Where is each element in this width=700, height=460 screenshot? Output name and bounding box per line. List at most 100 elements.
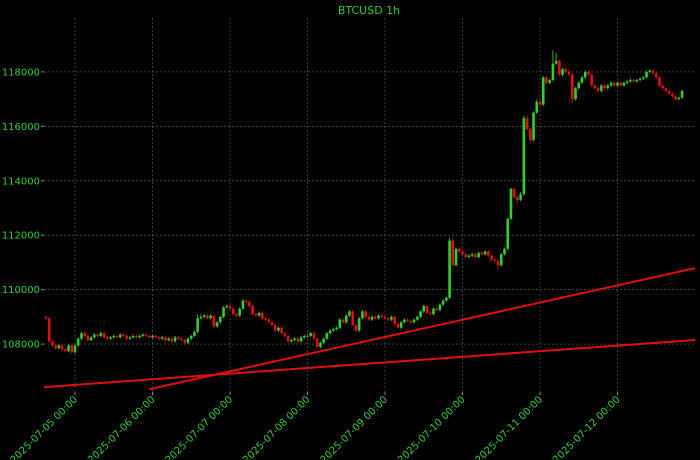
candle-body bbox=[603, 85, 606, 89]
candle-body bbox=[96, 334, 99, 336]
candle-body bbox=[231, 308, 235, 315]
candle-body bbox=[335, 327, 338, 330]
candle-body bbox=[606, 85, 610, 89]
candle-body bbox=[593, 85, 597, 89]
candle-body bbox=[409, 320, 413, 323]
candle-body bbox=[186, 338, 190, 343]
candle-body bbox=[235, 314, 238, 316]
candle-body bbox=[583, 71, 587, 78]
candle-body bbox=[319, 342, 322, 347]
candle-body bbox=[464, 254, 468, 257]
candle-body bbox=[199, 316, 203, 319]
candle-body bbox=[154, 335, 158, 338]
candle-body bbox=[254, 314, 258, 316]
y-tick-label: 118000 bbox=[2, 67, 40, 78]
candle-body bbox=[435, 308, 438, 311]
candle-body bbox=[677, 97, 681, 100]
candle-body bbox=[519, 194, 522, 200]
candle-body bbox=[438, 304, 442, 311]
candle-body bbox=[157, 337, 161, 339]
candle-body bbox=[189, 335, 193, 339]
candle-body bbox=[222, 307, 225, 317]
candle-body bbox=[428, 312, 432, 315]
candle-body bbox=[380, 315, 384, 317]
candle-body bbox=[118, 334, 122, 338]
candle-body bbox=[135, 335, 138, 338]
candle-body bbox=[422, 305, 426, 312]
y-tick-label: 112000 bbox=[2, 231, 40, 242]
candle-body bbox=[57, 345, 61, 349]
trend-line bbox=[43, 339, 696, 389]
candle-body bbox=[109, 337, 112, 339]
candle-body bbox=[503, 248, 506, 255]
candle-body bbox=[412, 319, 416, 323]
candle-body bbox=[554, 61, 558, 64]
candle-body bbox=[635, 80, 639, 82]
candle-body bbox=[70, 345, 74, 353]
candle-body bbox=[590, 74, 593, 86]
candle-body bbox=[47, 318, 51, 342]
candle-body bbox=[574, 88, 577, 100]
candle-body bbox=[354, 325, 358, 331]
candle-body bbox=[270, 322, 274, 326]
candle-body bbox=[461, 251, 464, 255]
candle-body bbox=[128, 337, 132, 339]
candle-body bbox=[654, 73, 658, 78]
candle-body bbox=[493, 259, 497, 262]
candle-body bbox=[535, 101, 539, 113]
candle-body bbox=[102, 333, 106, 338]
candle-body bbox=[283, 333, 287, 336]
candle-body bbox=[483, 251, 487, 255]
candle-body bbox=[44, 316, 48, 319]
candle-body bbox=[202, 315, 206, 317]
candle-body bbox=[629, 80, 632, 82]
candle-body bbox=[671, 93, 674, 97]
candle-body bbox=[219, 316, 222, 323]
candle-body bbox=[396, 323, 400, 328]
candle-body bbox=[228, 305, 232, 309]
candle-body bbox=[432, 308, 435, 315]
candle-body bbox=[587, 71, 590, 75]
candle-body bbox=[632, 80, 635, 82]
candle-body bbox=[277, 327, 280, 331]
candle-body bbox=[512, 188, 516, 198]
candle-body bbox=[506, 218, 510, 249]
candle-body bbox=[341, 319, 345, 323]
candle-body bbox=[477, 252, 480, 257]
candle-body bbox=[215, 322, 219, 327]
candle-body bbox=[419, 311, 422, 317]
candle-body bbox=[251, 305, 254, 315]
candle-body bbox=[625, 81, 629, 83]
candle-body bbox=[260, 312, 264, 319]
candle-body bbox=[567, 71, 571, 75]
candle-body bbox=[147, 335, 151, 338]
candle-body bbox=[406, 319, 409, 321]
candle-body bbox=[225, 305, 229, 308]
candle-body bbox=[312, 333, 316, 339]
candle-body bbox=[80, 333, 83, 339]
candle-body bbox=[457, 248, 461, 252]
candle-body bbox=[651, 70, 655, 74]
candle-body bbox=[509, 188, 513, 219]
candle-body bbox=[183, 340, 187, 343]
candle-body bbox=[638, 78, 642, 81]
candle-body bbox=[93, 334, 96, 338]
candle-body bbox=[361, 311, 364, 319]
candle-body bbox=[286, 335, 290, 342]
y-tick-label: 116000 bbox=[2, 122, 40, 133]
candle-body bbox=[322, 338, 325, 343]
candle-body bbox=[338, 319, 342, 328]
candle-body bbox=[332, 329, 335, 331]
candle-body bbox=[131, 335, 135, 338]
candle-body bbox=[328, 330, 332, 334]
candle-body bbox=[399, 322, 403, 328]
candle-body bbox=[238, 308, 241, 316]
candle-body bbox=[196, 318, 200, 332]
candle-body bbox=[244, 300, 248, 302]
candle-body bbox=[264, 318, 267, 320]
candle-body bbox=[545, 77, 548, 83]
candle-body bbox=[89, 337, 93, 341]
candle-body bbox=[619, 82, 623, 86]
candle-body bbox=[674, 96, 677, 100]
y-tick-label: 114000 bbox=[2, 176, 40, 187]
